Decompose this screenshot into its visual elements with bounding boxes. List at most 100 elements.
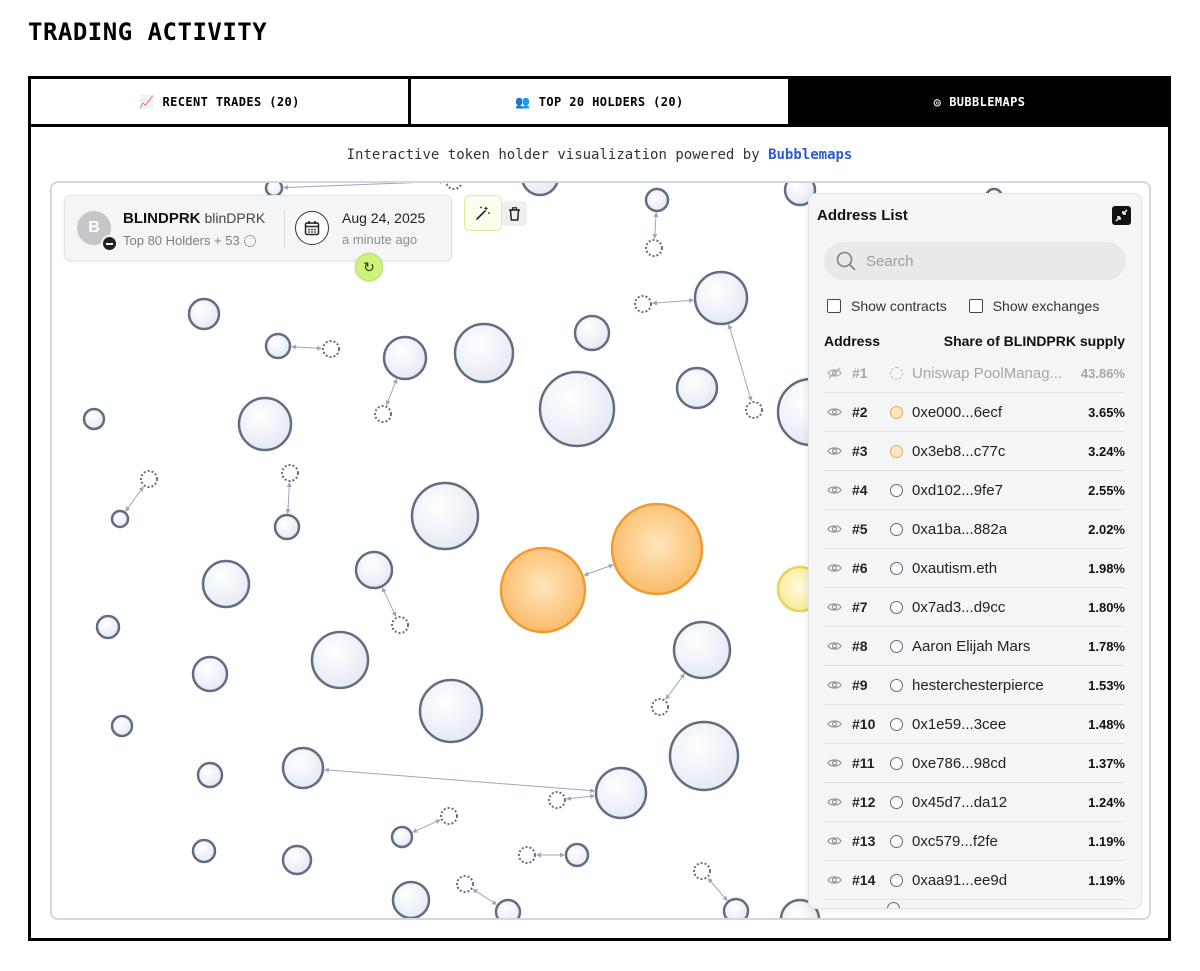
holder-bubble[interactable] [783,183,817,207]
eye-icon[interactable] [824,835,844,847]
search-field[interactable] [824,242,1126,280]
holder-bubble[interactable] [391,880,431,918]
holder-bubble[interactable] [201,559,251,609]
eye-icon[interactable] [824,523,844,535]
holder-bubble[interactable] [494,898,522,920]
holder-bubble[interactable] [95,614,121,640]
holder-bubble[interactable] [187,297,221,331]
holder-bubble[interactable] [672,620,732,680]
holder-bubble[interactable] [410,481,480,551]
holder-bubble[interactable] [196,761,224,789]
holder-bubble[interactable] [499,546,587,634]
holder-bubble[interactable] [693,270,749,326]
list-item[interactable]: #7 0x7ad3...d9cc 1.80% [824,588,1125,627]
holder-bubble[interactable] [110,714,134,738]
calendar-button[interactable] [295,211,329,245]
holder-bubble[interactable] [390,825,414,849]
list-item[interactable]: #4 0xd102...9fe7 2.55% [824,471,1125,510]
hidden-holder-bubble[interactable] [548,791,566,809]
holder-bubble[interactable] [191,838,217,864]
eye-icon[interactable] [824,679,844,691]
collapse-button[interactable] [1112,206,1131,225]
eye-icon [826,408,842,416]
holder-bubble[interactable] [354,550,394,590]
bubblemap-canvas[interactable]: B BLINDPRK blinDPRK Top 80 Holders + 53 [50,181,1151,920]
list-item[interactable]: #5 0xa1ba...882a 2.02% [824,510,1125,549]
show-contracts-checkbox[interactable]: Show contracts [827,298,947,314]
search-input[interactable] [864,251,1108,271]
bubble-graph[interactable] [52,183,1151,920]
hidden-holder-bubble[interactable] [651,698,669,716]
holder-bubble[interactable] [273,513,301,541]
eye-icon[interactable] [824,874,844,886]
holder-bubble[interactable] [191,655,229,693]
eye-icon[interactable] [824,718,844,730]
hidden-holder-bubble[interactable] [322,340,340,358]
eye-icon[interactable] [824,484,844,496]
tab-top-holders[interactable]: 👥 TOP 20 HOLDERS (20) [408,79,788,124]
bubblemaps-link[interactable]: Bubblemaps [768,147,853,163]
holder-bubble[interactable] [281,844,313,876]
list-item[interactable]: #1 Uniswap PoolManag... 43.86% [824,354,1125,393]
list-item[interactable]: #13 0xc579...f2fe 1.19% [824,822,1125,861]
tab-recent-trades[interactable]: 📈 RECENT TRADES (20) [31,79,408,124]
hidden-holder-bubble[interactable] [281,464,299,482]
holder-bubble[interactable] [610,502,704,596]
hidden-holder-bubble[interactable] [745,401,763,419]
hidden-holder-bubble[interactable] [518,846,536,864]
list-item[interactable]: #8 Aaron Elijah Mars 1.78% [824,627,1125,666]
eye-icon[interactable] [824,601,844,613]
eye-icon[interactable] [824,406,844,418]
hidden-holder-bubble[interactable] [140,470,158,488]
holder-bubble[interactable] [668,720,740,792]
eye-icon[interactable] [824,445,844,457]
holder-bubble[interactable] [573,314,611,352]
eye-icon[interactable] [824,796,844,808]
list-item[interactable]: #9 hesterchesterpierce 1.53% [824,666,1125,705]
hidden-holder-bubble[interactable] [440,807,458,825]
show-exchanges-checkbox[interactable]: Show exchanges [968,298,1099,314]
hidden-holder-bubble[interactable] [445,183,463,190]
holder-bubble[interactable] [310,630,370,690]
refresh-button[interactable]: ↻ [355,253,383,281]
hidden-holder-bubble[interactable] [634,295,652,313]
holder-bubble[interactable] [675,366,719,410]
magic-wand-button[interactable] [464,195,502,231]
eye-off-icon[interactable] [824,367,844,379]
eye-icon[interactable] [824,640,844,652]
holder-bubble[interactable] [564,842,590,868]
holder-share: 43.86% [1080,365,1125,381]
hidden-holder-bubble[interactable] [645,239,663,257]
list-item[interactable]: #3 0x3eb8...c77c 3.24% [824,432,1125,471]
eye-icon[interactable] [824,757,844,769]
holder-bubble[interactable] [382,335,428,381]
hidden-holder-bubble[interactable] [693,862,711,880]
tab-bubblemaps[interactable]: ◎ BUBBLEMAPS [788,79,1168,124]
eye-icon[interactable] [824,562,844,574]
holder-bubble[interactable] [264,332,292,360]
holder-bubble[interactable] [418,678,484,744]
list-item[interactable]: #12 0x45d7...da12 1.24% [824,783,1125,822]
holder-bubble[interactable] [538,370,616,448]
holder-bubble[interactable] [281,746,325,790]
holder-address: 0x3eb8...c77c [912,442,1006,460]
holder-bubble[interactable] [594,766,648,820]
holder-bubble[interactable] [237,396,293,452]
list-item[interactable]: #14 0xaa91...ee9d 1.19% [824,861,1125,900]
holder-bubble[interactable] [722,897,750,920]
holder-bubble[interactable] [110,509,130,529]
hidden-holder-bubble[interactable] [374,405,392,423]
checkbox-box[interactable] [968,299,983,313]
list-item[interactable]: #2 0xe000...6ecf 3.65% [824,393,1125,432]
delete-button[interactable] [502,201,527,226]
checkbox-box[interactable] [827,299,841,313]
holder-bubble[interactable] [644,187,670,213]
list-item[interactable]: #10 0x1e59...3cee 1.48% [824,705,1125,744]
list-item[interactable]: #11 0xe786...98cd 1.37% [824,744,1125,783]
holder-bubble[interactable] [82,407,106,431]
holder-bubble[interactable] [453,322,515,384]
hidden-holder-bubble[interactable] [456,875,474,893]
list-item[interactable]: #6 0xautism.eth 1.98% [824,549,1125,588]
holder-bubble[interactable] [521,183,559,197]
hidden-holder-bubble[interactable] [391,616,409,634]
